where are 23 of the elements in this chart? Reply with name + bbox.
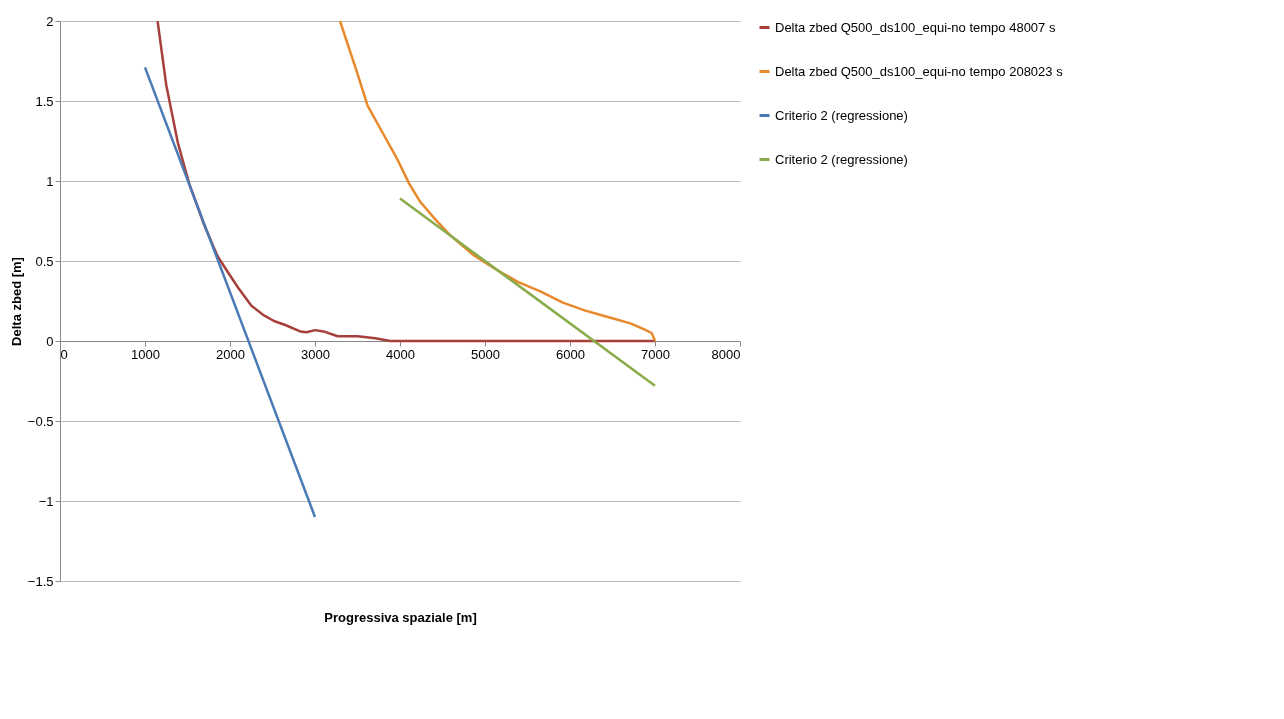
- y-tick-label: −1: [38, 493, 54, 509]
- x-tick-label: 5000: [471, 346, 500, 362]
- x-tick-label: 4000: [386, 346, 415, 362]
- y-tick-label: 1.5: [35, 93, 54, 109]
- x-tick-label: 2000: [216, 346, 245, 362]
- y-tick-label: −1.5: [27, 573, 54, 589]
- x-tick-label: 3000: [301, 346, 330, 362]
- x-tick-label: 8000: [711, 346, 741, 362]
- x-axis-title: Progressiva spaziale [m]: [324, 609, 477, 625]
- x-tick-label: 1000: [131, 346, 160, 362]
- y-axis-title: Delta zbed [m]: [8, 257, 24, 346]
- legend-label: Delta zbed Q500_ds100_equi-no tempo 208023 s: [775, 63, 1064, 79]
- x-tick-label: 7000: [641, 346, 670, 362]
- x-tick-label: 6000: [556, 346, 585, 362]
- y-tick-label: 0.5: [35, 253, 54, 269]
- y-tick-label: 1: [46, 173, 54, 189]
- x-tick-label: 0: [60, 346, 68, 362]
- y-tick-label: −0.5: [27, 413, 54, 429]
- y-tick-label: 2: [46, 13, 54, 29]
- legend-label: Criterio 2 (regressione): [775, 151, 908, 167]
- legend-label: Delta zbed Q500_ds100_equi-no tempo 48007 s: [775, 19, 1056, 35]
- y-tick-label: 0: [46, 333, 54, 349]
- legend-label: Criterio 2 (regressione): [775, 107, 908, 123]
